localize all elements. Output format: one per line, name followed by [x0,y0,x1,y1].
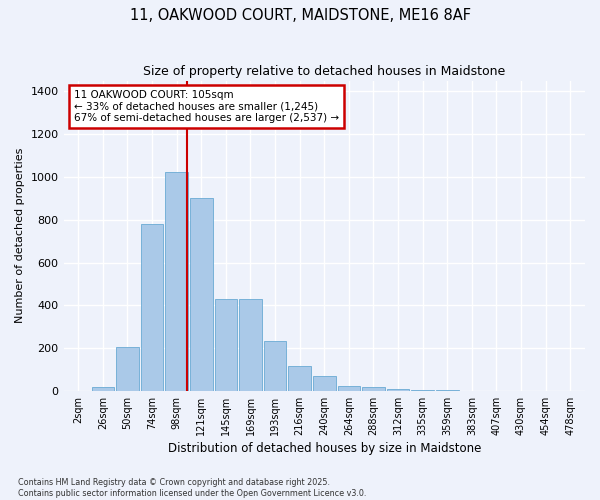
Text: 11 OAKWOOD COURT: 105sqm
← 33% of detached houses are smaller (1,245)
67% of sem: 11 OAKWOOD COURT: 105sqm ← 33% of detach… [74,90,339,123]
X-axis label: Distribution of detached houses by size in Maidstone: Distribution of detached houses by size … [167,442,481,455]
Bar [436,390,458,391]
Bar [362,386,385,391]
Bar [166,172,188,391]
Y-axis label: Number of detached properties: Number of detached properties [15,148,25,324]
Bar [92,386,114,391]
Bar [215,299,237,391]
Bar [239,299,262,391]
Title: Size of property relative to detached houses in Maidstone: Size of property relative to detached ho… [143,65,505,78]
Bar [412,390,434,391]
Bar [313,376,335,391]
Bar [338,386,360,391]
Bar [264,340,286,391]
Bar [190,198,212,391]
Bar [116,347,139,391]
Text: 11, OAKWOOD COURT, MAIDSTONE, ME16 8AF: 11, OAKWOOD COURT, MAIDSTONE, ME16 8AF [130,8,470,22]
Text: Contains HM Land Registry data © Crown copyright and database right 2025.
Contai: Contains HM Land Registry data © Crown c… [18,478,367,498]
Bar [289,366,311,391]
Bar [387,389,409,391]
Bar [141,224,163,391]
